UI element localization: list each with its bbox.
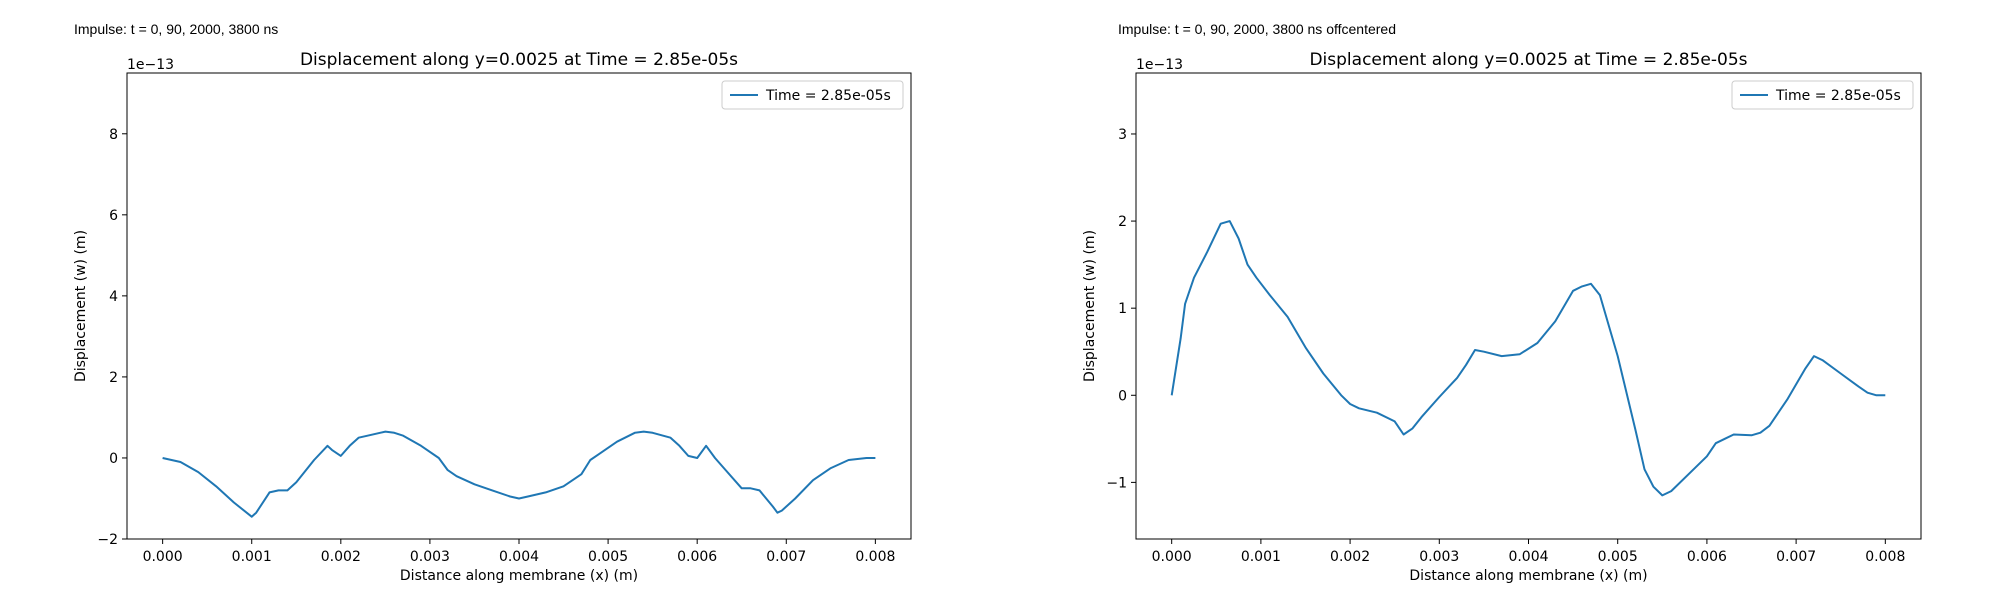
- chart-right: 0.000 0.001 0.002 0.003 0.004 0.005 0.006 0.007…: [1082, 50, 1922, 584]
- legend-label: Time = 2.85e-05s: [765, 88, 891, 104]
- chart-title: Displacement along y=0.0025 at Time = 2.…: [300, 50, 738, 70]
- legend-box: [721, 80, 904, 110]
- y-tick-label: 2: [1118, 214, 1127, 230]
- caption-right: Impulse: t = 0, 90, 2000, 3800 ns offcen…: [1118, 21, 1396, 37]
- x-tick-label: 0.005: [588, 549, 628, 565]
- legend: Time = 2.85e-05s: [721, 80, 904, 110]
- x-tick-label: 0.003: [1419, 549, 1459, 565]
- x-tick-label: 0.007: [766, 549, 806, 565]
- y-tick-label: −1: [1106, 475, 1127, 491]
- x-tick-label: 0.008: [1865, 549, 1905, 565]
- y-offset-text: 1e−13: [1136, 57, 1183, 73]
- x-tick-label: 0.004: [499, 549, 539, 565]
- y-tick-label: 4: [109, 289, 118, 305]
- y-tick-label: 0: [109, 451, 118, 467]
- series-line-0: [1170, 220, 1886, 497]
- x-tick-label: 0.003: [410, 549, 450, 565]
- x-tick-label: 0.001: [1241, 549, 1281, 565]
- y-axis-label: Displacement (w) (m): [1082, 230, 1098, 382]
- x-tick-label: 0.005: [1598, 549, 1638, 565]
- legend-box: [1731, 80, 1914, 110]
- y-tick-label: 3: [1118, 127, 1127, 143]
- y-offset-text: 1e−13: [127, 57, 174, 73]
- x-tick-label: 0.006: [677, 549, 717, 565]
- y-tick-label: 8: [109, 127, 118, 143]
- axes-frame: [1135, 72, 1922, 540]
- x-tick-label: 0.002: [1330, 549, 1370, 565]
- x-axis-label: Distance along membrane (x) (m): [400, 568, 638, 584]
- chart-left: 0.000 0.001 0.002 0.003 0.004 0.005 0.006 0.007…: [73, 50, 912, 584]
- x-axis-label: Distance along membrane (x) (m): [1409, 568, 1647, 584]
- legend-label: Time = 2.85e-05s: [1775, 88, 1901, 104]
- x-tick-label: 0.004: [1508, 549, 1548, 565]
- x-tick-label: 0.001: [232, 549, 272, 565]
- series-line-0: [162, 430, 876, 518]
- x-tick-label: 0.002: [321, 549, 361, 565]
- y-axis-label: Displacement (w) (m): [73, 230, 89, 382]
- x-tick-label: 0.000: [1152, 549, 1192, 565]
- x-tick-label: 0.008: [855, 549, 895, 565]
- x-tick-label: 0.007: [1776, 549, 1816, 565]
- y-tick-label: 1: [1118, 301, 1127, 317]
- x-tick-label: 0.006: [1687, 549, 1727, 565]
- y-tick-label: −2: [97, 532, 118, 548]
- legend: Time = 2.85e-05s: [1731, 80, 1914, 110]
- caption-left: Impulse: t = 0, 90, 2000, 3800 ns: [74, 21, 279, 37]
- y-tick-label: 6: [109, 208, 118, 224]
- axes-frame: [126, 72, 912, 540]
- y-tick-label: 0: [1118, 388, 1127, 404]
- chart-title: Displacement along y=0.0025 at Time = 2.…: [1309, 50, 1747, 70]
- x-tick-label: 0.000: [143, 549, 183, 565]
- y-tick-label: 2: [109, 370, 118, 386]
